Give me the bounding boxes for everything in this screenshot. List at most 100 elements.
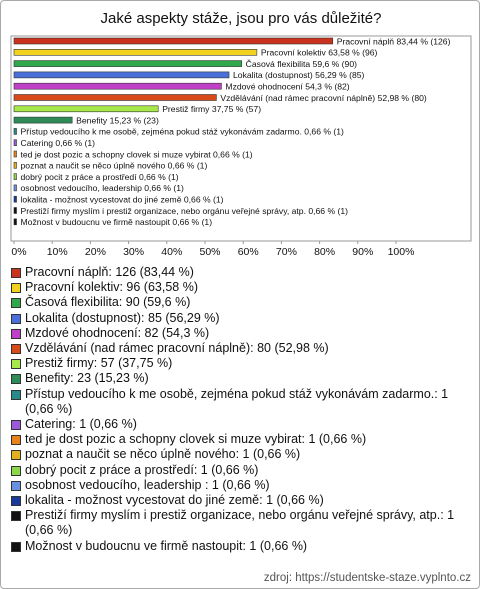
x-tick-label: 80% [314,246,335,258]
value-label: Benefity 15,23 % (23) [76,115,159,125]
x-tick-label: 20% [85,246,106,258]
legend-swatch [11,298,21,309]
bar [13,128,17,135]
bar [13,48,258,56]
legend-swatch [11,359,21,370]
value-label: Catering 0,66 % (1) [21,138,96,148]
plot: Jaké aspekty stáže, jsou pro vás důležit… [10,10,472,258]
legend-item: osobnost vedoucího, leadership : 1 (0,66… [11,478,473,493]
value-label: ted je dost pozic a schopny clovek si mu… [21,149,253,159]
legend-item: Pracovní náplň: 126 (83,44 %) [11,265,473,280]
legend-label: Vzdělávání (nad rámec pracovní náplně): … [25,341,329,356]
legend-item: Časová flexibilita: 90 (59,6 %) [11,295,473,310]
plot-frame [10,35,472,242]
legend-swatch [11,480,21,491]
bar [13,116,73,124]
legend-item: Vzdělávání (nad rámec pracovní náplně): … [11,341,473,356]
value-label: Prestiž firmy 37,75 % (57) [162,104,261,114]
x-tick-label: 100% [388,246,415,258]
legend-swatch [11,435,21,446]
legend-label: Benefity: 23 (15,23 %) [25,371,149,386]
value-label: osobnost vedoucího, leadership 0,66 % (1… [21,183,185,193]
legend-item: Prestiží firmy myslím i prestiž organiza… [11,508,473,538]
legend-swatch [11,465,21,476]
legend-swatch [11,389,21,400]
bar [13,184,17,192]
value-label: poznat a naučit se něco úplně nového 0,6… [21,161,208,171]
source: zdroj: https://studentske-staze.vyplnto.… [263,572,471,584]
value-label: Pracovní kolektiv 63,58 % (96) [261,48,378,58]
legend-item: Přístup vedoucího k me osobě, zejména po… [11,387,473,417]
x-tick-label: 30% [123,246,144,258]
legend: Pracovní náplň: 126 (83,44 %) Pracovní ko… [11,265,473,554]
legend-swatch [11,420,21,431]
legend-label: Pracovní kolektiv: 96 (63,58 %) [25,280,198,295]
legend-swatch [11,450,21,461]
legend-item: Prestiž firmy: 57 (37,75 %) [11,356,473,371]
bar [13,173,17,180]
value-label: Časová flexibilita 59,6 % (90) [246,59,357,69]
x-tick-label: 90% [352,246,373,258]
value-label: Prestiží firmy myslím i prestiž organiza… [21,206,349,216]
legend-swatch [11,283,21,294]
chart-title: Jaké aspekty stáže, jsou pro vás důležit… [101,10,382,27]
legend-item: poznat a naučit se něco úplně nového: 1 … [11,447,473,462]
legend-label: Prestiží firmy myslím i prestiž organiza… [25,508,455,538]
legend-item: Lokalita (dostupnost): 85 (56,29 %) [11,311,473,326]
value-label: Vzdělávání (nad rámec pracovní náplně) 5… [220,93,427,103]
legend-item: ted je dost pozic a schopny clovek si mu… [11,432,473,447]
legend-label: Catering: 1 (0,66 %) [25,417,137,432]
legend-label: Přístup vedoucího k me osobě, zejména po… [25,386,449,416]
legend-item: Pracovní kolektiv: 96 (63,58 %) [11,280,473,295]
bar [13,207,17,214]
legend-label: lokalita - možnost vycestovat do jiné ze… [25,493,324,508]
value-label: lokalita - možnost vycestovat do jiné ze… [21,194,224,204]
bar [13,105,159,113]
legend-label: osobnost vedoucího, leadership : 1 (0,66… [25,477,270,492]
bar [13,195,17,203]
legend-label: Možnost v budoucnu ve firmě nastoupit: 1… [25,538,308,553]
x-tick-label: 40% [161,246,182,258]
legend-swatch [11,313,21,324]
bar [13,37,334,45]
value-label: dobrý pocit z práce a prostředí 0,66 % (… [21,172,179,182]
value-label: Možnost v budoucnu ve firmě nastoupit 0,… [21,217,213,227]
legend-item: Možnost v budoucnu ve firmě nastoupit: 1… [11,539,473,554]
legend-label: Mzdové ohodnocení: 82 (54,3 %) [25,325,210,340]
value-label: Mzdové ohodnocení 54,3 % (82) [225,81,349,91]
legend-swatch [11,374,21,385]
legend-item: Mzdové ohodnocení: 82 (54,3 %) [11,326,473,341]
x-tick-label: 70% [276,246,297,258]
legend-label: Prestiž firmy: 57 (37,75 %) [25,356,173,371]
legend-label: ted je dost pozic a schopny clovek si mu… [25,432,367,447]
legend-item: dobrý pocit z práce a prostředí: 1 (0,66… [11,463,473,478]
legend-swatch [11,511,21,522]
bar [13,82,222,90]
bar [13,139,17,146]
bar [13,60,242,67]
bar [13,94,217,101]
legend-label: Lokalita (dostupnost): 85 (56,29 %) [25,310,220,325]
x-tick-label: 50% [199,246,220,258]
legend-swatch [11,496,21,507]
legend-swatch [11,268,21,278]
value-label: Pracovní náplň 83,44 % (126) [337,36,451,46]
bar [13,162,17,169]
legend-item: lokalita - možnost vycestovat do jiné ze… [11,493,473,508]
x-tick-label: 10% [47,246,68,258]
legend-item: Benefity: 23 (15,23 %) [11,371,473,386]
x-tick-label: 0% [11,246,26,258]
legend-swatch [11,328,21,339]
legend-label: Pracovní náplň: 126 (83,44 %) [25,265,194,279]
legend-label: dobrý pocit z práce a prostředí: 1 (0,66… [25,462,259,477]
legend-label: poznat a naučit se něco úplně nového: 1 … [25,447,301,462]
legend-item: Catering: 1 (0,66 %) [11,417,473,432]
value-label: Lokalita (dostupnost) 56,29 % (85) [233,70,365,80]
x-tick-label: 60% [238,246,259,258]
legend-swatch [11,344,21,355]
legend-swatch [11,541,21,552]
legend-label: Časová flexibilita: 90 (59,6 %) [25,295,191,310]
bar [13,71,230,79]
bar [13,150,17,158]
